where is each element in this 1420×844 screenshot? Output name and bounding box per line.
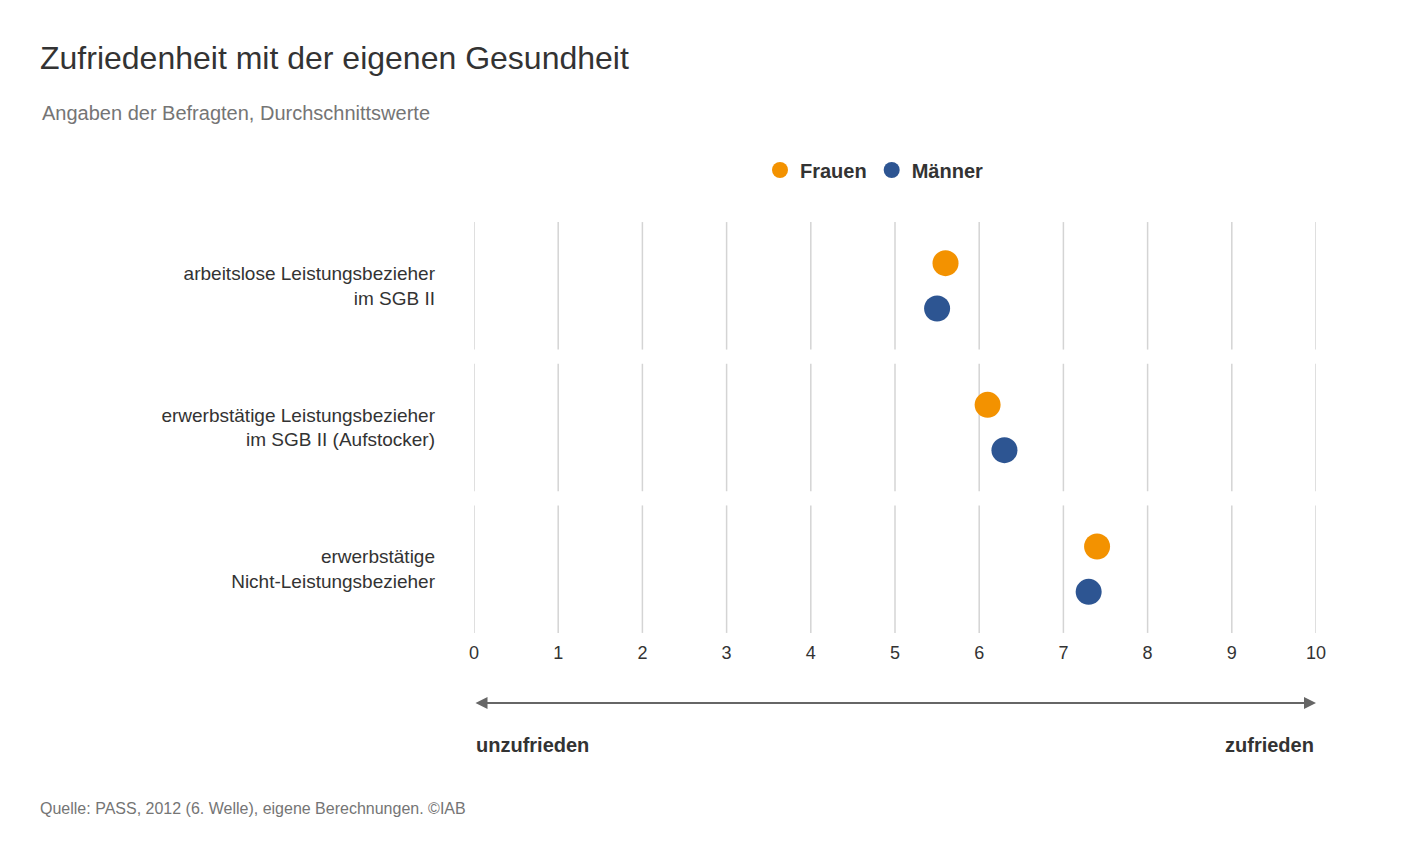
- svg-text:0: 0: [469, 643, 479, 663]
- svg-text:Angaben der Befragten, Durchsc: Angaben der Befragten, Durchschnittswert…: [42, 102, 430, 124]
- svg-text:6: 6: [974, 643, 984, 663]
- svg-text:Zufriedenheit mit der eigenen: Zufriedenheit mit der eigenen Gesundheit: [40, 40, 629, 76]
- svg-text:10: 10: [1306, 643, 1326, 663]
- svg-text:zufrieden: zufrieden: [1225, 734, 1314, 756]
- svg-text:erwerbstätige Leistungsbeziehe: erwerbstätige Leistungsbezieherim SGB II…: [161, 405, 435, 451]
- svg-text:8: 8: [1143, 643, 1153, 663]
- svg-text:Frauen: Frauen: [800, 160, 867, 182]
- svg-text:erwerbstätigeNicht-Leistungsbe: erwerbstätigeNicht-Leistungsbezieher: [231, 546, 436, 592]
- svg-text:unzufrieden: unzufrieden: [476, 734, 589, 756]
- svg-text:2: 2: [637, 643, 647, 663]
- svg-text:Quelle: PASS, 2012 (6. Welle),: Quelle: PASS, 2012 (6. Welle), eigene Be…: [40, 800, 466, 817]
- svg-text:5: 5: [890, 643, 900, 663]
- svg-text:arbeitslose Leistungsbezieheri: arbeitslose Leistungsbezieherim SGB II: [184, 263, 436, 309]
- svg-text:9: 9: [1227, 643, 1237, 663]
- svg-text:1: 1: [553, 643, 563, 663]
- svg-text:4: 4: [806, 643, 816, 663]
- svg-text:Männer: Männer: [912, 160, 983, 182]
- svg-text:3: 3: [722, 643, 732, 663]
- svg-text:7: 7: [1058, 643, 1068, 663]
